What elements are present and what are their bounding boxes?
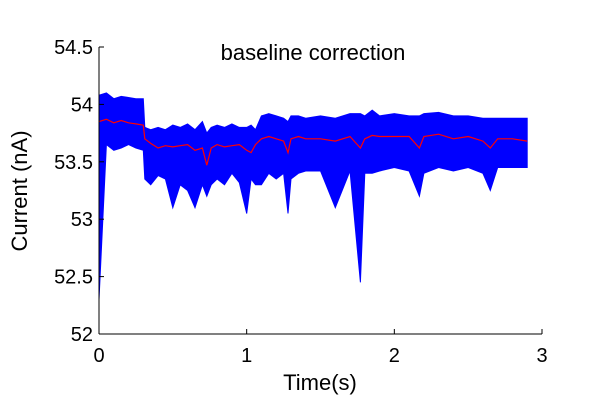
x-tick-label: 3 bbox=[536, 345, 547, 367]
x-tick-label: 1 bbox=[241, 345, 252, 367]
x-tick-label: 2 bbox=[389, 345, 400, 367]
smoothed-current-line bbox=[98, 118, 528, 166]
plot-area bbox=[98, 92, 528, 300]
y-tick-label: 53 bbox=[71, 209, 93, 231]
chart-title: baseline correction bbox=[221, 40, 406, 65]
tick-marks: 0 1 2 3 52 52.5 53 53.5 54 54.5 bbox=[54, 37, 548, 367]
x-axis-label: Time(s) bbox=[283, 370, 357, 395]
y-tick-label: 54 bbox=[71, 94, 93, 116]
y-tick-label: 52.5 bbox=[54, 267, 93, 289]
y-tick-label: 52 bbox=[71, 324, 93, 346]
y-tick-label: 53.5 bbox=[54, 152, 93, 174]
y-axis-label: Current (nA) bbox=[7, 130, 32, 251]
axes bbox=[98, 47, 542, 335]
y-tick-label: 54.5 bbox=[54, 37, 93, 59]
raw-current-trace bbox=[98, 92, 528, 300]
x-tick-label: 0 bbox=[93, 345, 104, 367]
